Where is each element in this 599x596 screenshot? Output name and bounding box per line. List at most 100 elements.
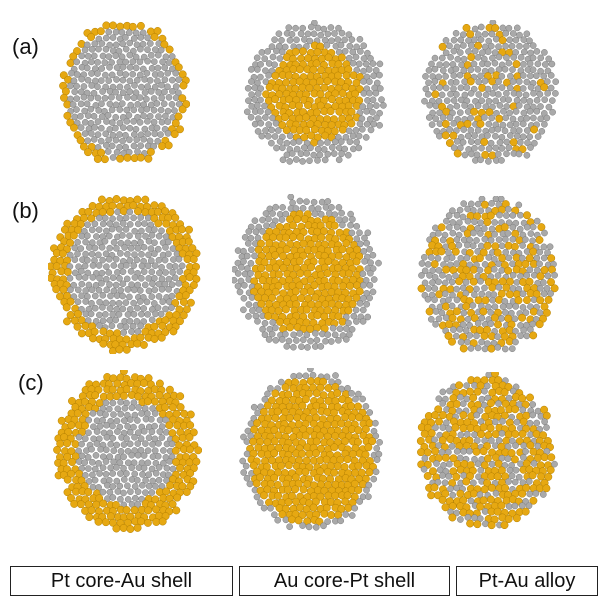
pt-atom (454, 55, 462, 63)
pt-atom (137, 446, 145, 454)
pt-atom (122, 299, 130, 306)
pt-atom (443, 255, 451, 263)
pt-atom (151, 46, 159, 53)
au-atom (529, 307, 538, 316)
pt-atom (477, 72, 484, 80)
au-atom (301, 431, 310, 440)
pt-atom (515, 102, 523, 109)
pt-atom (110, 447, 118, 455)
pt-atom (435, 315, 443, 323)
au-atom (333, 462, 342, 471)
pt-atom (487, 320, 495, 328)
au-atom (281, 383, 290, 392)
pt-atom (158, 285, 166, 293)
pt-atom (511, 315, 519, 323)
pt-atom (132, 29, 140, 37)
pt-atom (150, 106, 158, 114)
au-atom (52, 262, 61, 271)
pt-atom (520, 48, 528, 56)
pt-atom (341, 216, 349, 223)
pt-atom (90, 52, 98, 60)
pt-atom (474, 319, 482, 327)
pt-atom (134, 501, 142, 508)
pt-atom (421, 97, 428, 105)
pt-atom (427, 254, 435, 261)
pt-atom (119, 40, 127, 48)
au-atom (495, 114, 504, 123)
pt-atom (360, 42, 368, 50)
pt-atom (153, 100, 161, 107)
au-atom (146, 147, 155, 156)
pt-atom (272, 324, 279, 332)
au-atom (58, 249, 67, 258)
au-atom (66, 238, 75, 247)
pt-atom (460, 42, 467, 49)
pt-atom (519, 304, 527, 311)
pt-atom (122, 34, 129, 41)
au-atom (97, 195, 106, 204)
pt-atom (96, 298, 103, 306)
pt-atom (170, 256, 177, 263)
particle-pt-core-au-shell-c (53, 370, 202, 533)
pt-atom (517, 211, 524, 219)
pt-atom (102, 71, 109, 79)
pt-atom (133, 76, 141, 84)
pt-atom (460, 309, 468, 317)
au-atom (302, 126, 311, 135)
pt-atom (269, 210, 276, 217)
pt-atom (491, 303, 499, 311)
pt-atom (500, 107, 507, 115)
pt-atom (489, 296, 496, 304)
pt-atom (138, 310, 145, 318)
pt-atom (119, 89, 127, 97)
pt-atom (126, 208, 134, 216)
pt-atom (102, 250, 110, 258)
pt-atom (353, 138, 360, 146)
au-atom (188, 244, 197, 253)
au-atom (301, 395, 310, 404)
au-atom (136, 21, 145, 30)
pt-atom (348, 389, 355, 397)
pt-atom (488, 30, 496, 38)
pt-atom (110, 411, 117, 418)
au-atom (66, 297, 75, 306)
pt-atom (449, 207, 456, 215)
pt-atom (95, 226, 103, 234)
pt-atom (488, 200, 495, 207)
pt-atom (130, 118, 137, 125)
pt-atom (88, 58, 95, 66)
pt-atom (353, 318, 360, 325)
pt-atom (421, 279, 429, 287)
pt-atom (448, 443, 456, 450)
pt-atom (119, 137, 126, 145)
pt-atom (102, 310, 109, 318)
pt-atom (439, 236, 447, 244)
pt-atom (445, 273, 453, 281)
pt-atom (533, 48, 541, 55)
au-atom (67, 469, 76, 478)
au-atom (73, 322, 82, 331)
pt-atom (141, 281, 149, 289)
pt-atom (105, 405, 113, 413)
au-atom (69, 231, 78, 240)
au-atom (347, 119, 356, 128)
pt-atom (529, 54, 537, 62)
pt-atom (360, 67, 367, 75)
pt-atom (536, 248, 544, 256)
pt-atom (324, 150, 332, 158)
pt-atom (142, 476, 149, 484)
pt-atom (77, 124, 85, 131)
pt-atom (450, 72, 458, 79)
pt-atom (470, 229, 477, 237)
au-atom (274, 491, 283, 500)
pt-atom (353, 222, 361, 230)
au-atom (346, 281, 354, 290)
pt-atom (147, 51, 155, 59)
pt-atom (435, 230, 442, 237)
au-atom (253, 419, 262, 428)
au-atom (267, 396, 276, 405)
au-atom (143, 397, 152, 406)
pt-atom (525, 502, 533, 510)
pt-atom (310, 30, 318, 38)
pt-atom (464, 205, 471, 213)
